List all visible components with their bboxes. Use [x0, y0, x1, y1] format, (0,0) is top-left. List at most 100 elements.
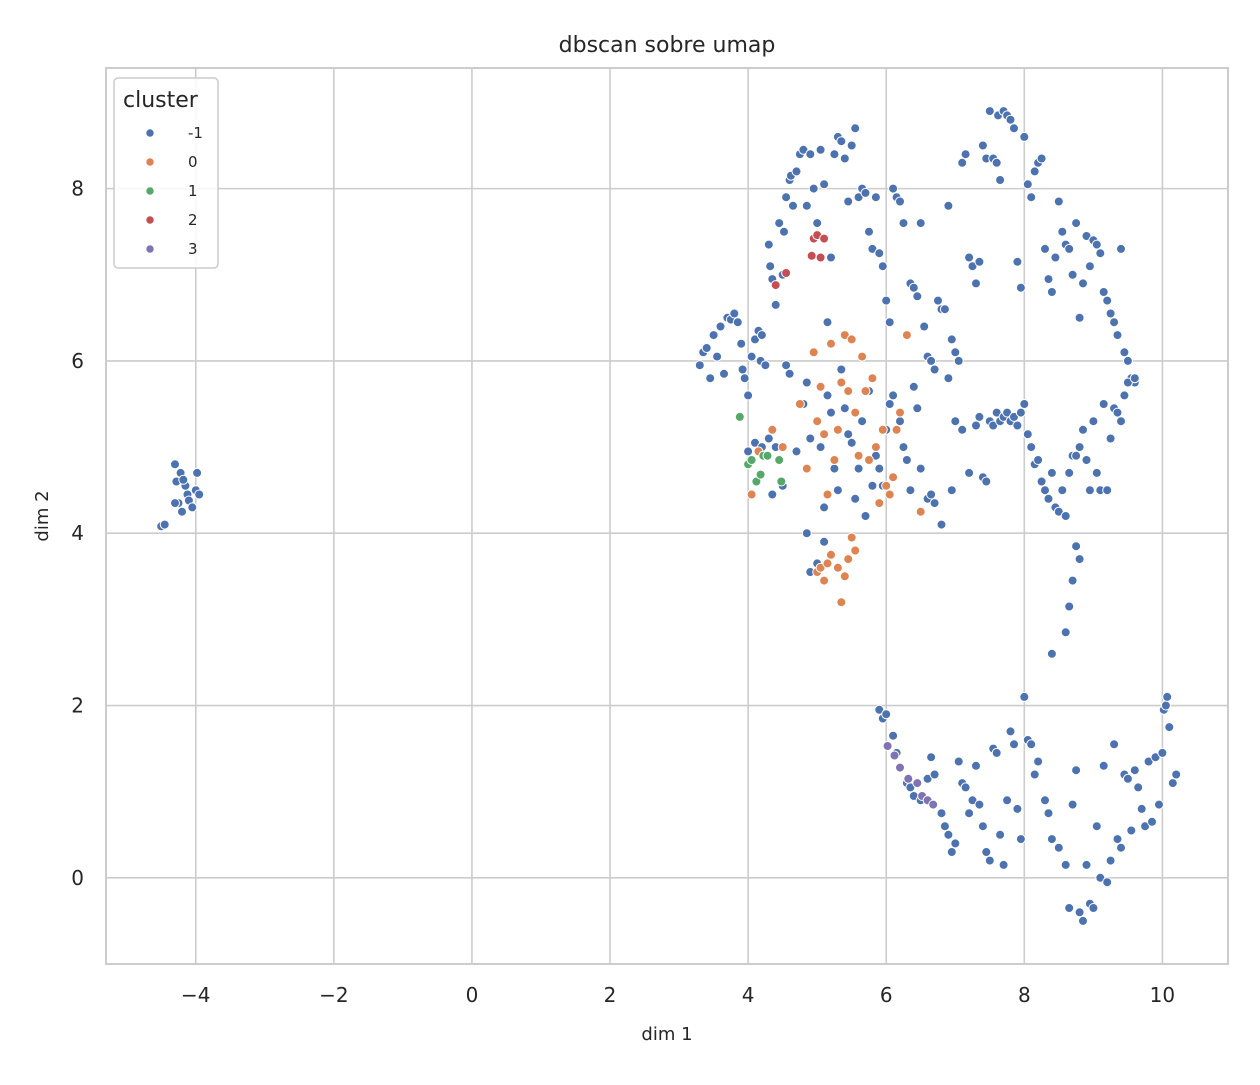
data-point	[1171, 769, 1182, 780]
data-point	[760, 360, 771, 371]
data-point	[801, 528, 812, 539]
data-point	[950, 416, 961, 427]
data-point	[1116, 416, 1126, 427]
data-point	[846, 437, 857, 448]
data-point	[953, 355, 964, 366]
data-point	[903, 773, 914, 784]
legend-title: cluster	[123, 88, 199, 113]
series-2	[734, 411, 787, 487]
data-point	[737, 364, 748, 375]
data-point	[867, 373, 878, 384]
data-point	[929, 364, 940, 375]
data-point	[974, 799, 985, 810]
data-point	[1060, 511, 1071, 521]
data-point	[905, 485, 916, 496]
series-3	[770, 230, 830, 291]
data-point	[936, 519, 947, 530]
data-point	[1102, 295, 1113, 306]
data-point	[765, 261, 776, 272]
data-point	[1053, 196, 1064, 207]
data-point	[776, 476, 787, 487]
data-point	[1012, 420, 1023, 431]
data-point	[850, 407, 861, 418]
data-point	[929, 769, 940, 780]
data-point	[1053, 842, 1064, 853]
data-point	[1112, 330, 1123, 341]
data-point	[1116, 243, 1126, 254]
data-point	[801, 200, 812, 211]
data-point	[822, 489, 833, 500]
data-point	[926, 489, 937, 500]
data-point	[1019, 399, 1030, 409]
data-point	[832, 424, 843, 435]
data-point	[1071, 450, 1082, 461]
data-point	[774, 455, 785, 465]
data-point	[1157, 747, 1168, 758]
data-point	[815, 252, 826, 263]
data-point	[1112, 834, 1123, 845]
data-point	[1040, 795, 1050, 806]
data-point	[1033, 455, 1044, 465]
data-point	[1033, 756, 1044, 767]
data-point	[746, 351, 757, 362]
data-point	[798, 144, 809, 155]
data-point	[1040, 243, 1050, 254]
data-point	[901, 330, 912, 341]
data-point	[1009, 123, 1019, 134]
data-point	[946, 847, 957, 857]
data-point	[1064, 243, 1075, 254]
data-point	[1060, 627, 1071, 638]
data-point	[836, 597, 847, 608]
data-point	[829, 463, 840, 474]
data-points	[156, 106, 1182, 926]
data-point	[853, 450, 864, 461]
data-point	[1129, 765, 1140, 776]
data-point	[826, 549, 836, 560]
data-point	[860, 187, 871, 198]
data-point	[953, 756, 964, 767]
data-point	[1046, 834, 1057, 845]
data-point	[874, 704, 885, 715]
data-point	[1067, 269, 1078, 280]
series-0	[156, 106, 1182, 926]
data-point	[874, 498, 885, 509]
data-point	[1071, 218, 1082, 229]
data-point	[889, 750, 900, 761]
data-point	[1109, 739, 1120, 750]
data-point	[1112, 407, 1123, 418]
data-point	[1064, 601, 1075, 612]
legend-marker	[145, 128, 155, 138]
data-point	[1154, 799, 1164, 810]
data-point	[915, 218, 926, 229]
data-point	[705, 373, 716, 384]
data-point	[1012, 803, 1023, 814]
data-point	[888, 390, 899, 401]
data-point	[884, 399, 895, 409]
legend-marker	[145, 244, 155, 254]
legend-label: 3	[188, 240, 198, 258]
data-point	[1046, 648, 1057, 659]
data-point	[1088, 903, 1099, 913]
x-tick-label: 10	[1150, 983, 1175, 1007]
data-point	[819, 502, 830, 513]
data-point	[1098, 760, 1109, 771]
data-point	[971, 760, 981, 771]
data-point	[159, 519, 170, 530]
data-point	[812, 416, 823, 427]
data-point	[946, 485, 957, 496]
data-point	[1064, 903, 1075, 913]
data-point	[1005, 114, 1016, 125]
data-point	[1050, 252, 1061, 263]
y-tick-label: 0	[71, 866, 84, 890]
data-point	[762, 450, 773, 461]
x-axis-label: dim 1	[641, 1024, 692, 1045]
data-point	[860, 511, 871, 521]
data-point	[984, 106, 995, 117]
data-point	[874, 248, 885, 259]
data-point	[1046, 287, 1057, 297]
data-point	[919, 321, 930, 332]
data-point	[898, 442, 909, 453]
data-point	[1091, 821, 1102, 832]
data-point	[888, 730, 899, 741]
data-point	[1060, 859, 1071, 870]
